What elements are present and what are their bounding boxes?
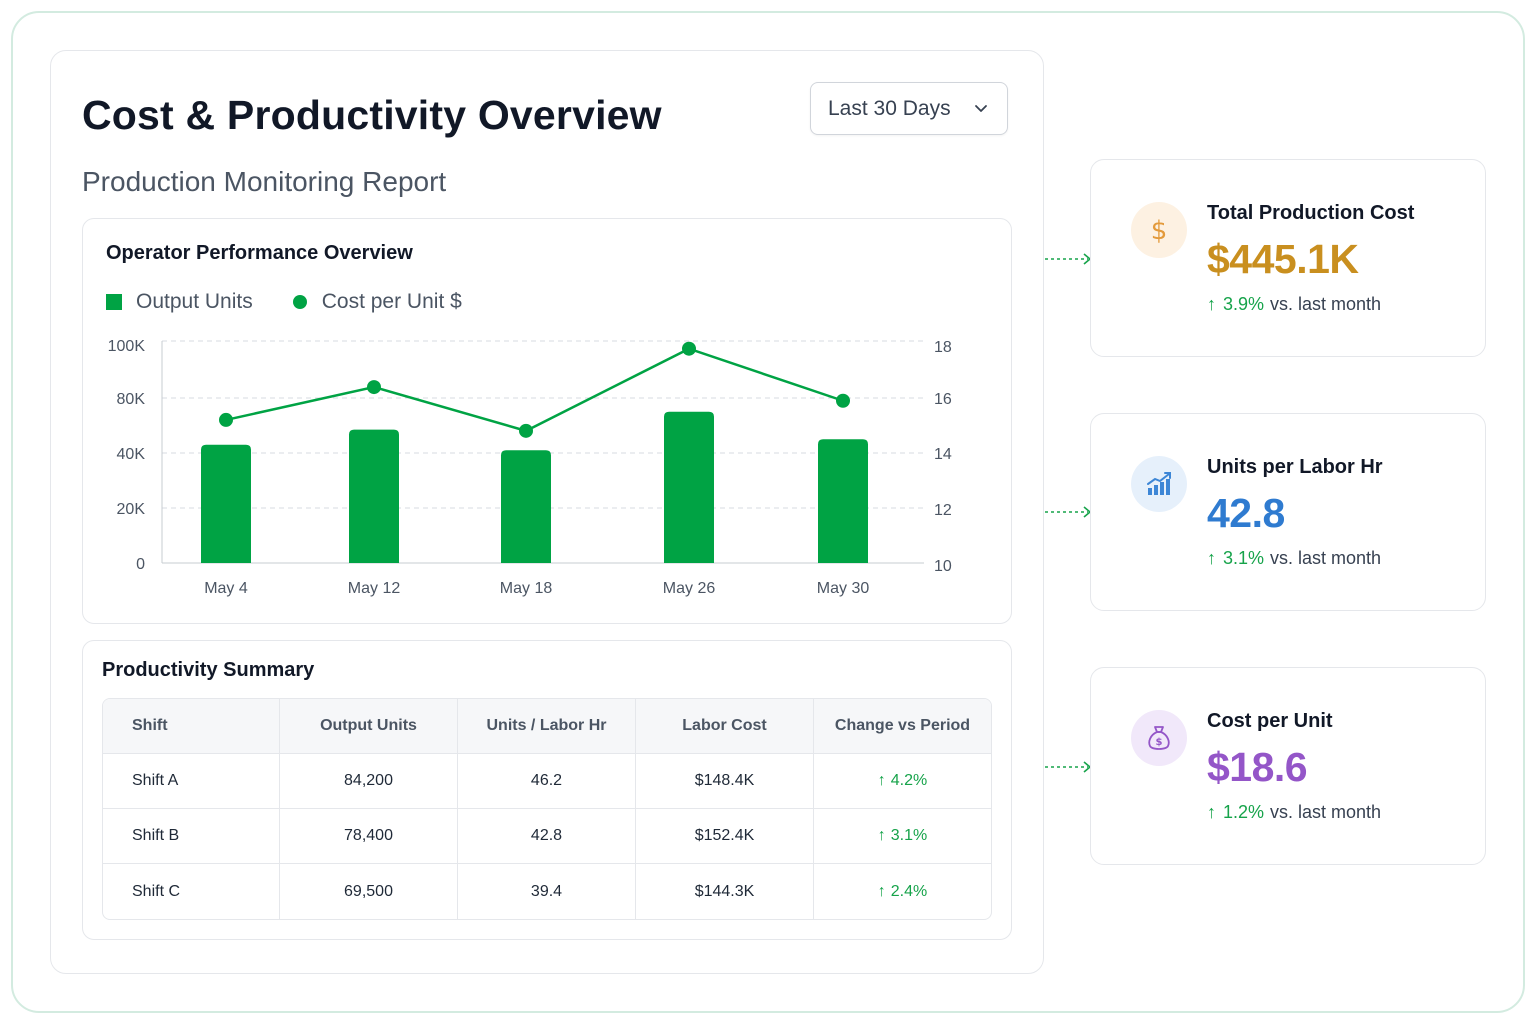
chevron-down-icon	[975, 105, 987, 112]
cell-uplh: 39.4	[458, 864, 636, 919]
cell-output: 69,500	[280, 864, 458, 919]
page-subtitle: Production Monitoring Report	[82, 166, 447, 197]
kpi-change: ↑ 3.1% vs. last month	[1207, 548, 1381, 569]
col-header-change: Change vs Period	[814, 699, 991, 754]
connector-arrow-icon	[1045, 761, 1092, 773]
bar-chart-trend-icon	[1147, 472, 1171, 495]
productivity-table: Shift Output Units Units / Labor Hr Labo…	[102, 698, 992, 920]
arrow-up-icon: ↑	[1207, 294, 1216, 314]
page-title: Cost & Productivity Overview	[82, 92, 662, 138]
chart-title: Operator Performance Overview	[106, 242, 413, 264]
legend-line-swatch	[292, 295, 307, 309]
legend-line-label: Cost per Unit $	[321, 290, 462, 313]
kpi-change: ↑ 3.9% vs. last month	[1207, 294, 1381, 315]
cell-shift: Shift A	[103, 754, 280, 809]
arrow-up-icon: ↑	[1207, 548, 1216, 568]
cell-change: ↑ 4.2%	[814, 754, 991, 809]
date-range-select[interactable]: Last 30 Days	[810, 82, 1008, 135]
cell-output: 84,200	[280, 754, 458, 809]
connector-arrow-icon	[1045, 253, 1092, 265]
kpi-icon-wrap: $	[1131, 710, 1187, 766]
cell-uplh: 42.8	[458, 809, 636, 864]
kpi-card-total-cost: $ Total Production Cost $445.1K ↑ 3.9% v…	[1090, 159, 1486, 357]
kpi-value: $445.1K	[1207, 236, 1359, 282]
kpi-value: 42.8	[1207, 490, 1285, 536]
kpi-icon-wrap	[1131, 456, 1187, 512]
money-bag-icon: $	[1148, 726, 1170, 750]
cell-output: 78,400	[280, 809, 458, 864]
col-header-shift: Shift	[103, 699, 280, 754]
connector-arrow-icon	[1045, 506, 1092, 518]
kpi-change-text: vs. last month	[1270, 548, 1382, 568]
svg-text:$: $	[1151, 216, 1168, 245]
legend-bar-label: Output Units	[136, 290, 253, 313]
legend-bar-swatch	[106, 294, 122, 310]
table-row: Shift A 84,200 46.2 $148.4K ↑ 4.2%	[103, 754, 991, 809]
table-row: Shift C 69,500 39.4 $144.3K ↑ 2.4%	[103, 864, 991, 919]
kpi-change-pct: 1.2%	[1223, 802, 1265, 822]
kpi-change-pct: 3.9%	[1223, 294, 1265, 314]
arrow-up-icon: ↑	[877, 882, 886, 900]
col-header-cost: Labor Cost	[636, 699, 814, 754]
cell-cost: $144.3K	[636, 864, 814, 919]
change-value: 3.1%	[890, 827, 928, 844]
chart-card	[82, 218, 1012, 624]
cell-uplh: 46.2	[458, 754, 636, 809]
kpi-change-pct: 3.1%	[1223, 548, 1265, 568]
change-value: 2.4%	[890, 882, 928, 900]
arrow-up-icon: ↑	[877, 827, 886, 844]
col-header-uplh: Units / Labor Hr	[458, 699, 636, 754]
cell-shift: Shift C	[103, 864, 280, 919]
kpi-label: Cost per Unit	[1207, 710, 1333, 732]
table-title: Productivity Summary	[102, 659, 315, 681]
kpi-icon-wrap: $	[1131, 202, 1187, 258]
cell-cost: $148.4K	[636, 754, 814, 809]
date-range-value: Last 30 Days	[828, 96, 951, 120]
kpi-label: Total Production Cost	[1207, 202, 1415, 224]
cell-shift: Shift B	[103, 809, 280, 864]
cell-cost: $152.4K	[636, 809, 814, 864]
col-header-output: Output Units	[280, 699, 458, 754]
table-header-row: Shift Output Units Units / Labor Hr Labo…	[103, 699, 991, 754]
kpi-change-text: vs. last month	[1270, 294, 1382, 314]
chart-legend: Output Units Cost per Unit $	[106, 290, 462, 314]
kpi-label: Units per Labor Hr	[1207, 456, 1383, 478]
kpi-value: $18.6	[1207, 744, 1308, 790]
arrow-up-icon: ↑	[877, 772, 886, 789]
table-row: Shift B 78,400 42.8 $152.4K ↑ 3.1%	[103, 809, 991, 864]
table-card	[82, 640, 1012, 940]
dollar-icon: $	[1151, 216, 1168, 245]
svg-text:$: $	[1156, 737, 1163, 748]
cell-change: ↑ 2.4%	[814, 864, 991, 919]
kpi-card-units-per-hour: Units per Labor Hr 42.8 ↑ 3.1% vs. last …	[1090, 413, 1486, 611]
arrow-up-icon: ↑	[1207, 802, 1216, 822]
kpi-change-text: vs. last month	[1270, 802, 1382, 822]
kpi-card-cost-per-unit: $ Cost per Unit $18.6 ↑ 1.2% vs. last mo…	[1090, 667, 1486, 865]
kpi-change: ↑ 1.2% vs. last month	[1207, 802, 1381, 823]
change-value: 4.2%	[890, 772, 928, 789]
cell-change: ↑ 3.1%	[814, 809, 991, 864]
